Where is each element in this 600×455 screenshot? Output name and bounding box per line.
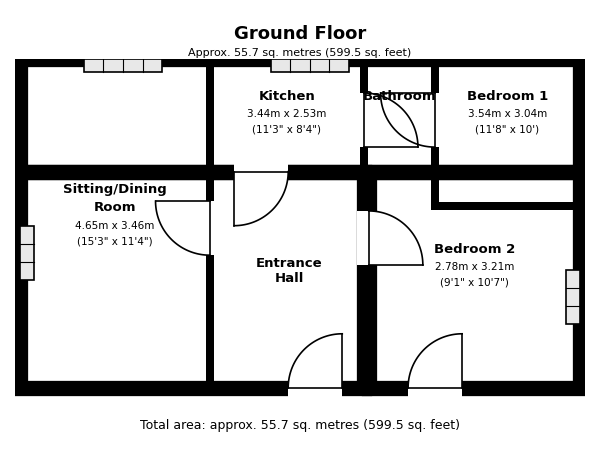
Bar — [20, 60, 580, 172]
Text: 2.78m x 3.21m: 2.78m x 3.21m — [435, 262, 514, 271]
Text: Bathroom: Bathroom — [362, 90, 436, 103]
Text: (9'1" x 10'7"): (9'1" x 10'7") — [440, 277, 509, 287]
Bar — [431, 202, 580, 211]
Bar — [431, 168, 439, 207]
Text: Ground Floor: Ground Floor — [234, 25, 366, 43]
Text: Total area: approx. 55.7 sq. metres (599.5 sq. feet): Total area: approx. 55.7 sq. metres (599… — [140, 418, 460, 431]
Bar — [423, 94, 446, 148]
Bar — [360, 60, 368, 172]
Bar — [209, 168, 580, 176]
Text: 3.54m x 3.04m: 3.54m x 3.04m — [468, 109, 547, 119]
Text: Entrance: Entrance — [256, 256, 323, 269]
Bar — [84, 60, 163, 73]
Bar — [369, 172, 580, 388]
Bar — [198, 202, 221, 256]
Text: (15'3" x 11'4"): (15'3" x 11'4") — [77, 237, 152, 246]
Bar — [20, 60, 580, 172]
Text: 3.44m x 2.53m: 3.44m x 2.53m — [247, 109, 326, 119]
Text: Hall: Hall — [275, 272, 304, 285]
Bar — [206, 60, 214, 388]
Text: Bedroom 1: Bedroom 1 — [467, 90, 548, 103]
Bar — [20, 226, 34, 280]
Text: Room: Room — [94, 201, 136, 213]
Bar — [408, 376, 462, 400]
Bar — [288, 376, 342, 400]
Bar — [369, 172, 580, 388]
Text: Bedroom 2: Bedroom 2 — [434, 242, 515, 255]
Bar — [357, 212, 380, 265]
Text: 4.65m x 3.46m: 4.65m x 3.46m — [75, 221, 154, 231]
Text: (11'3" x 8'4"): (11'3" x 8'4") — [252, 125, 321, 135]
Bar — [271, 60, 349, 73]
Text: Sitting/Dining: Sitting/Dining — [63, 183, 167, 196]
Text: (11'8" x 10'): (11'8" x 10') — [475, 125, 539, 135]
Bar — [566, 270, 580, 324]
Bar — [431, 60, 439, 172]
Bar — [365, 172, 373, 388]
Bar — [352, 94, 376, 148]
Bar — [20, 172, 364, 388]
Bar — [20, 172, 364, 388]
Text: Kitchen: Kitchen — [259, 90, 315, 103]
Text: Approx. 55.7 sq. metres (599.5 sq. feet): Approx. 55.7 sq. metres (599.5 sq. feet) — [188, 48, 412, 58]
Bar — [234, 161, 288, 184]
